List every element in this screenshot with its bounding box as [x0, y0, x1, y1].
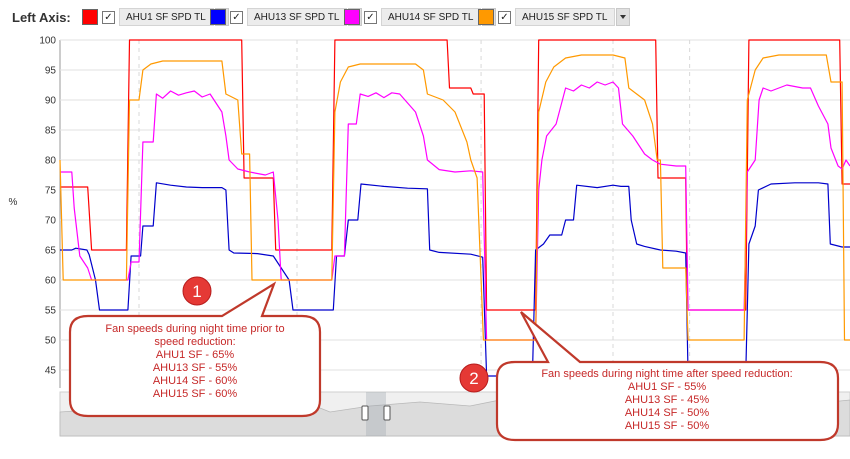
navigator-selection[interactable]: [366, 392, 386, 436]
y-axis-label: %: [9, 197, 18, 208]
annotation-line: AHU1 SF - 55%: [628, 381, 706, 393]
navigator-right-handle[interactable]: [383, 405, 391, 421]
series-line: [60, 39, 850, 311]
series-checkbox[interactable]: ✓: [498, 10, 511, 24]
series-select[interactable]: AHU14 SF SPD TL: [381, 8, 481, 26]
series-lines: [59, 39, 850, 377]
y-tick-label: 45: [45, 366, 57, 377]
annotation-number: 1: [192, 282, 201, 301]
y-tick-label: 100: [39, 36, 56, 47]
series-control-ahu15: ✓ AHU15 SF SPD TL: [478, 6, 630, 28]
y-tick-label: 95: [45, 66, 57, 77]
y-axis: 45 50 55 60 65 70 75 80 85 90 95 100: [39, 36, 56, 377]
callout-box: [495, 311, 840, 442]
navigator-left-handle[interactable]: [361, 405, 369, 421]
y-tick-label: 90: [45, 96, 57, 107]
annotation-line: AHU1 SF - 65%: [156, 349, 234, 361]
series-select[interactable]: AHU15 SF SPD TL: [515, 8, 615, 26]
annotation-line: AHU15 SF - 50%: [625, 420, 710, 432]
annotation-line: AHU15 SF - 60%: [153, 388, 238, 400]
color-swatch[interactable]: [82, 9, 98, 25]
color-swatch[interactable]: [210, 9, 226, 25]
annotation-number: 2: [469, 369, 478, 388]
left-axis-label: Left Axis:: [12, 10, 71, 25]
dropdown-arrow-icon[interactable]: [616, 8, 630, 26]
y-tick-label: 50: [45, 336, 57, 347]
series-checkbox[interactable]: ✓: [230, 10, 243, 24]
series-toolbar: Left Axis: ✓ AHU1 SF SPD TL ✓ AHU13 SF S…: [0, 0, 850, 34]
y-tick-label: 55: [45, 306, 57, 317]
annotation-marker-2: [459, 363, 489, 393]
annotation-line: AHU14 SF - 50%: [625, 407, 710, 419]
y-tick-label: 85: [45, 126, 57, 137]
callout-box: [68, 281, 322, 418]
y-tick-label: 60: [45, 276, 57, 287]
annotation-line: AHU13 SF - 55%: [153, 362, 238, 374]
series-checkbox[interactable]: ✓: [364, 10, 377, 24]
series-line: [59, 54, 850, 341]
annotation-line: Fan speeds during night time prior to: [105, 323, 284, 335]
y-tick-label: 75: [45, 186, 57, 197]
annotation-line: AHU13 SF - 45%: [625, 394, 710, 406]
grid: [59, 39, 850, 388]
y-tick-label: 80: [45, 156, 57, 167]
color-swatch[interactable]: [478, 9, 494, 25]
color-swatch[interactable]: [344, 9, 360, 25]
annotation-2: 2 Fan speeds during night time after spe…: [459, 311, 840, 442]
annotation-line: AHU14 SF - 60%: [153, 375, 238, 387]
series-line: [60, 182, 850, 377]
annotation-line: speed reduction:: [154, 336, 235, 348]
annotation-marker-1: [182, 276, 212, 306]
annotation-line: Fan speeds during night time after speed…: [541, 368, 792, 380]
y-tick-label: 65: [45, 246, 57, 257]
series-checkbox[interactable]: ✓: [102, 10, 115, 24]
series-line: [60, 81, 850, 341]
annotation-1: 1 Fan speeds during night time prior to …: [68, 276, 322, 418]
y-tick-label: 70: [45, 216, 57, 227]
